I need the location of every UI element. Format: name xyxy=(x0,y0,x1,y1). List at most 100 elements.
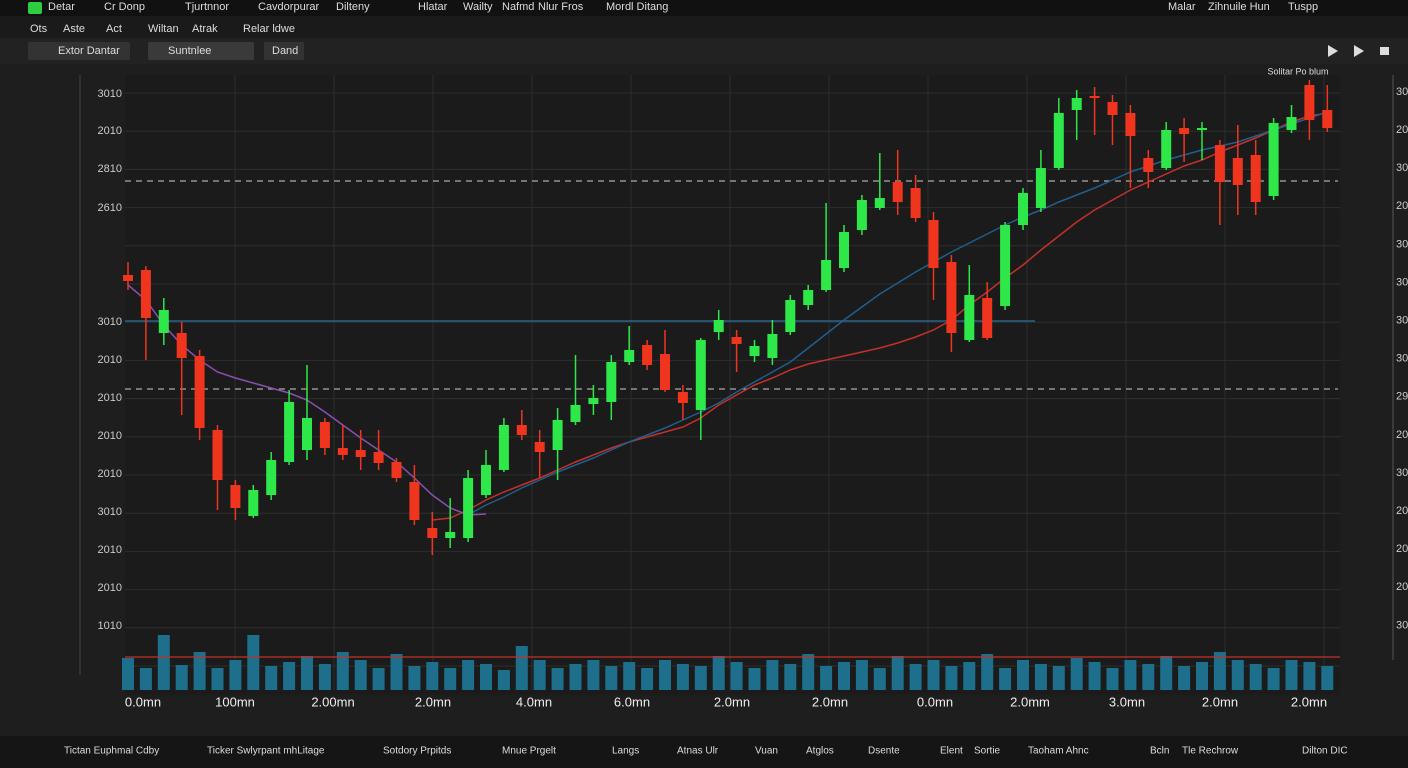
volume-bar xyxy=(533,660,546,690)
submenu-item[interactable]: Aste xyxy=(63,23,85,35)
submenu-item[interactable]: Relar ldwe xyxy=(243,23,295,35)
y-axis-label: 2810 xyxy=(98,163,122,175)
menu-item[interactable]: Dilteny xyxy=(336,1,370,13)
candle-body xyxy=(767,334,778,358)
menu-bar xyxy=(0,0,1408,16)
menu-item[interactable]: Zihnuile Hun xyxy=(1208,1,1270,13)
candle-body xyxy=(1197,128,1207,130)
footer-item[interactable]: Taoham Ahnc xyxy=(1028,746,1089,757)
candle-body xyxy=(1035,168,1046,208)
annotation: Solitar Po blum xyxy=(1267,66,1328,76)
menu-item[interactable]: Cr Donp xyxy=(104,1,145,13)
candle-body xyxy=(230,485,241,508)
footer-item[interactable]: Langs xyxy=(612,746,639,757)
sub-bar xyxy=(0,16,1408,38)
menu-item[interactable]: Hlatar xyxy=(418,1,448,13)
y-axis-label: 3010 xyxy=(98,88,122,100)
menu-item[interactable]: Tuspp xyxy=(1288,1,1318,13)
menu-item[interactable]: Nlur Fros xyxy=(538,1,584,13)
footer-item[interactable]: Ticker Swlyrpant mhLitage xyxy=(207,746,325,757)
play-icon[interactable] xyxy=(1328,45,1338,57)
volume-bar xyxy=(766,660,779,690)
volume-bar xyxy=(211,668,224,690)
candle-body xyxy=(624,350,635,362)
volume-bar xyxy=(408,666,421,690)
volume-bar xyxy=(820,666,833,690)
volume-bar xyxy=(605,666,618,690)
volume-bar xyxy=(981,654,994,690)
candle-body xyxy=(749,346,760,356)
candle-body xyxy=(874,198,885,208)
volume-bar xyxy=(963,662,976,690)
footer-item[interactable]: Dilton DIC xyxy=(1302,746,1348,757)
candle-body xyxy=(158,310,169,333)
volume-bar xyxy=(1052,666,1065,690)
footer-item[interactable]: Atglos xyxy=(806,746,834,757)
y2-axis-label: 30 xyxy=(1396,276,1408,288)
x-axis-label: 0.0mn xyxy=(125,694,161,709)
x-axis-label: 2.0mm xyxy=(1010,694,1050,709)
footer-item[interactable]: Dsente xyxy=(868,746,900,757)
candle-body xyxy=(123,275,133,281)
candle-body xyxy=(319,422,330,448)
candle-body xyxy=(1071,98,1082,110)
candle-body xyxy=(463,478,474,538)
candle-body xyxy=(1214,145,1225,182)
volume-bar xyxy=(1267,668,1280,690)
volume-bar xyxy=(569,664,582,690)
candle-body xyxy=(660,354,670,390)
volume-bar xyxy=(372,668,385,690)
button[interactable] xyxy=(264,42,304,60)
volume-bar xyxy=(873,668,886,690)
volume-bar xyxy=(1142,664,1155,690)
select-field[interactable] xyxy=(148,42,254,60)
volume-bar xyxy=(802,654,815,690)
footer-item[interactable]: Tle Rechrow xyxy=(1182,746,1239,757)
volume-bar xyxy=(659,660,671,690)
footer-item[interactable]: Sotdory Prpitds xyxy=(383,746,451,757)
volume-bar xyxy=(462,660,475,690)
volume-bar xyxy=(336,652,349,690)
submenu-item[interactable]: Ots xyxy=(30,23,48,35)
volume-bar xyxy=(283,662,296,690)
menu-item[interactable]: Wailty xyxy=(463,1,493,13)
menu-item[interactable]: Nafmd xyxy=(502,1,534,13)
candle-body xyxy=(731,337,742,344)
lock-icon[interactable] xyxy=(1380,47,1389,55)
x-axis-label: 2.0mn xyxy=(1202,694,1238,709)
submenu-item[interactable]: Wiltan xyxy=(148,23,179,35)
y2-axis-label: 30 xyxy=(1396,619,1408,631)
candle-body xyxy=(821,260,832,290)
record-field[interactable] xyxy=(28,42,130,60)
volume-bar xyxy=(318,664,331,690)
footer-item[interactable]: Elent xyxy=(940,746,963,757)
footer-item[interactable]: Bcln xyxy=(1150,746,1169,757)
y-axis-label: 2610 xyxy=(98,202,122,214)
submenu-item[interactable]: Act xyxy=(106,23,122,35)
y2-axis-label: 30 xyxy=(1396,86,1408,98)
step-icon[interactable] xyxy=(1354,45,1364,57)
candle-body xyxy=(1322,110,1333,128)
menu-item[interactable]: Tjurtnnor xyxy=(185,1,229,13)
volume-bar xyxy=(229,660,242,690)
y-axis-label: 2010 xyxy=(98,392,122,404)
footer-item[interactable]: Tictan Euphmal Cdby xyxy=(64,746,159,757)
volume-bar xyxy=(497,670,510,690)
menu-item[interactable]: Mordl Ditang xyxy=(606,1,668,13)
volume-bar xyxy=(1196,662,1208,690)
footer-item[interactable]: Vuan xyxy=(755,746,778,757)
footer-item[interactable]: Mnue Prgelt xyxy=(502,746,556,757)
app-icon[interactable] xyxy=(28,2,42,14)
volume-bar xyxy=(1070,658,1083,690)
menu-item[interactable]: Malar xyxy=(1168,1,1196,13)
footer-item[interactable]: Atnas Ulr xyxy=(677,746,719,757)
menu-item[interactable]: Detar xyxy=(48,1,75,13)
candle-body xyxy=(1250,155,1261,202)
record-label: Extor Dantar xyxy=(58,45,120,57)
menu-item[interactable]: Cavdorpurar xyxy=(258,1,319,13)
submenu-item[interactable]: Atrak xyxy=(192,23,218,35)
y2-axis-label: 20 xyxy=(1396,429,1408,441)
candle-body xyxy=(373,452,384,463)
footer-item[interactable]: Sortie xyxy=(974,746,1001,757)
